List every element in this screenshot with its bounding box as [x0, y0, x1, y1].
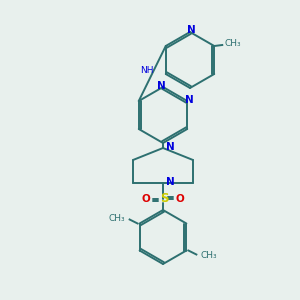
Text: N: N: [185, 95, 194, 105]
Text: CH₃: CH₃: [109, 214, 126, 223]
Text: CH₃: CH₃: [224, 38, 241, 47]
Text: N: N: [166, 177, 175, 187]
Text: CH₃: CH₃: [200, 251, 217, 260]
Text: NH: NH: [140, 66, 154, 75]
Text: S: S: [160, 193, 168, 206]
Text: N: N: [157, 81, 165, 91]
Text: O: O: [176, 194, 184, 204]
Text: O: O: [142, 194, 150, 204]
Text: N: N: [187, 25, 195, 35]
Text: N: N: [166, 142, 175, 152]
